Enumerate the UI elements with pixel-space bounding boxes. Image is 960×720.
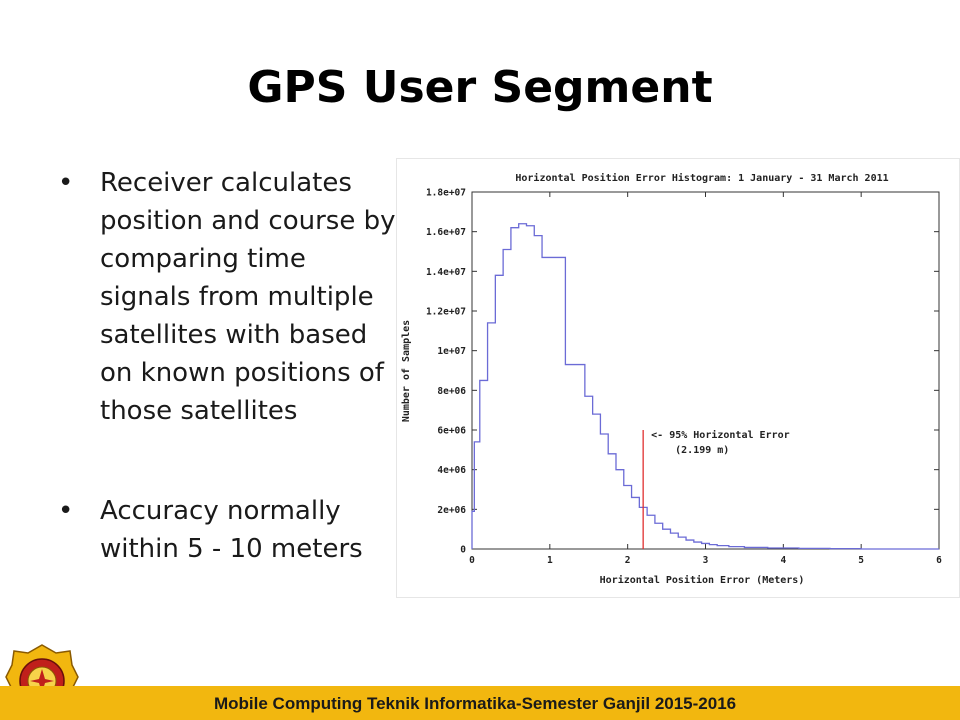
bullet-dot-icon: • — [58, 168, 74, 198]
footer-text: Mobile Computing Teknik Informatika-Seme… — [214, 694, 737, 713]
bullet-item: • Receiver calculates position and cours… — [58, 164, 403, 430]
y-tick-label: 4e+06 — [437, 465, 466, 476]
y-tick-label: 1.4e+07 — [426, 267, 466, 278]
y-tick-label: 2e+06 — [437, 505, 466, 516]
x-tick-label: 5 — [858, 555, 864, 566]
x-tick-label: 0 — [469, 555, 475, 566]
slide-title: GPS User Segment — [247, 62, 713, 113]
y-tick-label: 8e+06 — [437, 386, 466, 397]
bullet-text: Receiver calculates position and course … — [100, 168, 396, 426]
y-tick-label: 0 — [460, 545, 466, 556]
y-tick-label: 6e+06 — [437, 426, 466, 437]
bullet-item: • Accuracy normally within 5 - 10 meters — [58, 492, 403, 568]
x-tick-label: 6 — [936, 555, 942, 566]
y-tick-label: 1.8e+07 — [426, 188, 466, 199]
bullet-dot-icon: • — [58, 496, 74, 526]
y-axis-ticks: 0 2e+06 4e+06 6e+06 8e+06 1e+07 1.2e+07 1.4e+07… — [426, 188, 939, 556]
x-axis-label: Horizontal Position Error (Meters) — [600, 574, 805, 586]
x-tick-label: 1 — [547, 555, 553, 566]
y-tick-label: 1e+07 — [437, 346, 466, 357]
x-axis-ticks: 0 1 2 3 4 5 6 — [469, 192, 942, 566]
x-tick-label: 4 — [780, 555, 786, 566]
y-tick-label: 1.6e+07 — [426, 227, 466, 238]
histogram-svg: Horizontal Position Error Histogram: 1 J… — [401, 172, 942, 586]
y-tick-label: 1.2e+07 — [426, 307, 466, 318]
histogram-series — [471, 223, 939, 550]
y-axis-label: Number of Samples — [401, 320, 412, 422]
marker-annotation-line1: <- 95% Horizontal Error — [651, 429, 789, 441]
histogram-chart: Horizontal Position Error Histogram: 1 J… — [396, 158, 960, 598]
footer-bar: Mobile Computing Teknik Informatika-Seme… — [0, 686, 960, 720]
chart-title: Horizontal Position Error Histogram: 1 J… — [515, 172, 888, 184]
marker-annotation-line2: (2.199 m) — [675, 445, 729, 456]
x-tick-label: 2 — [625, 555, 631, 566]
bullet-text: Accuracy normally within 5 - 10 meters — [100, 496, 363, 564]
bullet-list: • Receiver calculates position and cours… — [58, 164, 403, 568]
x-tick-label: 3 — [703, 555, 709, 566]
